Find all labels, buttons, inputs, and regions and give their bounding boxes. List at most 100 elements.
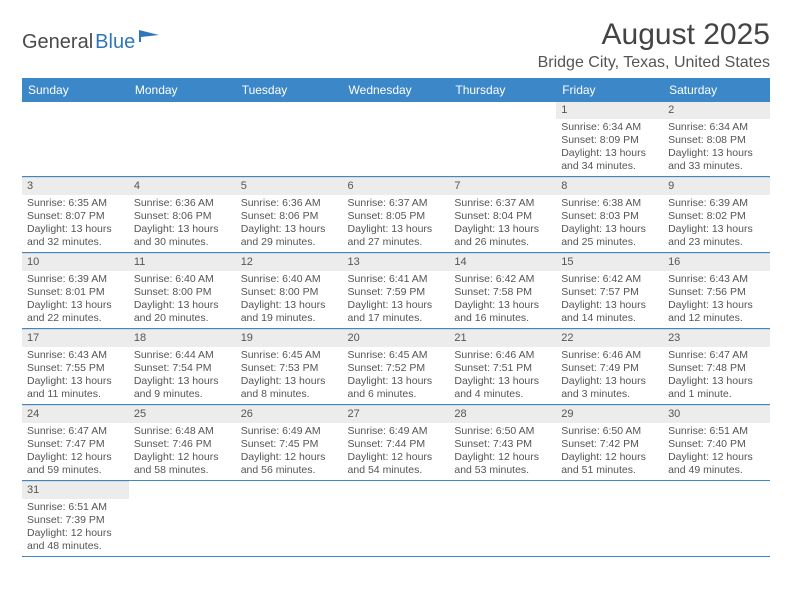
day-cell: 5Sunrise: 6:36 AMSunset: 8:06 PMDaylight… [236,177,343,253]
day-details: Sunrise: 6:39 AMSunset: 8:01 PMDaylight:… [22,271,129,328]
logo-text-general: General [22,31,93,54]
sunset-line: Sunset: 8:03 PM [561,210,658,223]
sunrise-line: Sunrise: 6:47 AM [27,425,124,438]
sunrise-line: Sunrise: 6:49 AM [348,425,445,438]
weekday-header: Thursday [449,78,556,102]
sunset-line: Sunset: 7:59 PM [348,286,445,299]
sunset-line: Sunset: 8:08 PM [668,134,765,147]
day-number [343,481,450,499]
daylight-line: Daylight: 13 hours and 32 minutes. [27,223,124,249]
daylight-line: Daylight: 12 hours and 59 minutes. [27,451,124,477]
sunset-line: Sunset: 8:09 PM [561,134,658,147]
day-details: Sunrise: 6:46 AMSunset: 7:51 PMDaylight:… [449,347,556,404]
day-details [236,499,343,504]
daylight-line: Daylight: 12 hours and 51 minutes. [561,451,658,477]
title-block: August 2025 Bridge City, Texas, United S… [538,18,770,72]
weekday-header: Saturday [663,78,770,102]
daylight-line: Daylight: 13 hours and 3 minutes. [561,375,658,401]
day-number: 23 [663,329,770,347]
empty-cell [22,102,129,177]
day-number: 19 [236,329,343,347]
day-cell: 6Sunrise: 6:37 AMSunset: 8:05 PMDaylight… [343,177,450,253]
sunrise-line: Sunrise: 6:43 AM [27,349,124,362]
day-number [449,481,556,499]
day-details: Sunrise: 6:46 AMSunset: 7:49 PMDaylight:… [556,347,663,404]
day-cell: 16Sunrise: 6:43 AMSunset: 7:56 PMDayligh… [663,253,770,329]
day-cell: 9Sunrise: 6:39 AMSunset: 8:02 PMDaylight… [663,177,770,253]
empty-cell [129,102,236,177]
day-number: 10 [22,253,129,271]
day-details: Sunrise: 6:51 AMSunset: 7:39 PMDaylight:… [22,499,129,556]
sunset-line: Sunset: 7:40 PM [668,438,765,451]
empty-cell [236,102,343,177]
day-cell: 21Sunrise: 6:46 AMSunset: 7:51 PMDayligh… [449,329,556,405]
header: GeneralBlue August 2025 Bridge City, Tex… [22,18,770,72]
daylight-line: Daylight: 13 hours and 1 minute. [668,375,765,401]
day-number: 11 [129,253,236,271]
daylight-line: Daylight: 13 hours and 29 minutes. [241,223,338,249]
daylight-line: Daylight: 13 hours and 4 minutes. [454,375,551,401]
empty-cell [129,481,236,557]
daylight-line: Daylight: 13 hours and 34 minutes. [561,147,658,173]
sunrise-line: Sunrise: 6:38 AM [561,197,658,210]
day-details: Sunrise: 6:47 AMSunset: 7:48 PMDaylight:… [663,347,770,404]
daylight-line: Daylight: 13 hours and 30 minutes. [134,223,231,249]
day-cell: 28Sunrise: 6:50 AMSunset: 7:43 PMDayligh… [449,405,556,481]
weekday-header: Monday [129,78,236,102]
day-number: 17 [22,329,129,347]
sunset-line: Sunset: 7:56 PM [668,286,765,299]
calendar-row: 10Sunrise: 6:39 AMSunset: 8:01 PMDayligh… [22,253,770,329]
sunset-line: Sunset: 8:06 PM [241,210,338,223]
day-number: 8 [556,177,663,195]
day-details: Sunrise: 6:43 AMSunset: 7:56 PMDaylight:… [663,271,770,328]
empty-cell [343,481,450,557]
calendar-page: GeneralBlue August 2025 Bridge City, Tex… [0,0,792,557]
weekday-header: Sunday [22,78,129,102]
day-number: 18 [129,329,236,347]
sunset-line: Sunset: 7:53 PM [241,362,338,375]
empty-cell [449,481,556,557]
sunset-line: Sunset: 8:04 PM [454,210,551,223]
day-number: 21 [449,329,556,347]
day-number: 31 [22,481,129,499]
sunrise-line: Sunrise: 6:50 AM [561,425,658,438]
day-number: 15 [556,253,663,271]
daylight-line: Daylight: 12 hours and 56 minutes. [241,451,338,477]
daylight-line: Daylight: 13 hours and 25 minutes. [561,223,658,249]
daylight-line: Daylight: 13 hours and 11 minutes. [27,375,124,401]
sunset-line: Sunset: 8:00 PM [134,286,231,299]
sunset-line: Sunset: 8:07 PM [27,210,124,223]
day-details: Sunrise: 6:50 AMSunset: 7:43 PMDaylight:… [449,423,556,480]
day-details [129,119,236,124]
day-number [129,102,236,119]
day-cell: 19Sunrise: 6:45 AMSunset: 7:53 PMDayligh… [236,329,343,405]
day-cell: 25Sunrise: 6:48 AMSunset: 7:46 PMDayligh… [129,405,236,481]
sunset-line: Sunset: 8:00 PM [241,286,338,299]
sunrise-line: Sunrise: 6:46 AM [561,349,658,362]
sunset-line: Sunset: 7:39 PM [27,514,124,527]
weekday-header: Wednesday [343,78,450,102]
sunrise-line: Sunrise: 6:51 AM [668,425,765,438]
day-cell: 3Sunrise: 6:35 AMSunset: 8:07 PMDaylight… [22,177,129,253]
day-details: Sunrise: 6:49 AMSunset: 7:44 PMDaylight:… [343,423,450,480]
day-number: 12 [236,253,343,271]
daylight-line: Daylight: 12 hours and 54 minutes. [348,451,445,477]
sunrise-line: Sunrise: 6:43 AM [668,273,765,286]
day-details: Sunrise: 6:47 AMSunset: 7:47 PMDaylight:… [22,423,129,480]
sunset-line: Sunset: 7:44 PM [348,438,445,451]
sunset-line: Sunset: 7:45 PM [241,438,338,451]
calendar-row: 31Sunrise: 6:51 AMSunset: 7:39 PMDayligh… [22,481,770,557]
day-number: 20 [343,329,450,347]
day-number: 13 [343,253,450,271]
calendar-header-row: SundayMondayTuesdayWednesdayThursdayFrid… [22,78,770,102]
day-details: Sunrise: 6:40 AMSunset: 8:00 PMDaylight:… [129,271,236,328]
sunrise-line: Sunrise: 6:45 AM [241,349,338,362]
daylight-line: Daylight: 13 hours and 22 minutes. [27,299,124,325]
sunrise-line: Sunrise: 6:51 AM [27,501,124,514]
sunrise-line: Sunrise: 6:34 AM [561,121,658,134]
day-cell: 22Sunrise: 6:46 AMSunset: 7:49 PMDayligh… [556,329,663,405]
daylight-line: Daylight: 13 hours and 9 minutes. [134,375,231,401]
sunrise-line: Sunrise: 6:35 AM [27,197,124,210]
day-number: 22 [556,329,663,347]
day-details [556,499,663,504]
